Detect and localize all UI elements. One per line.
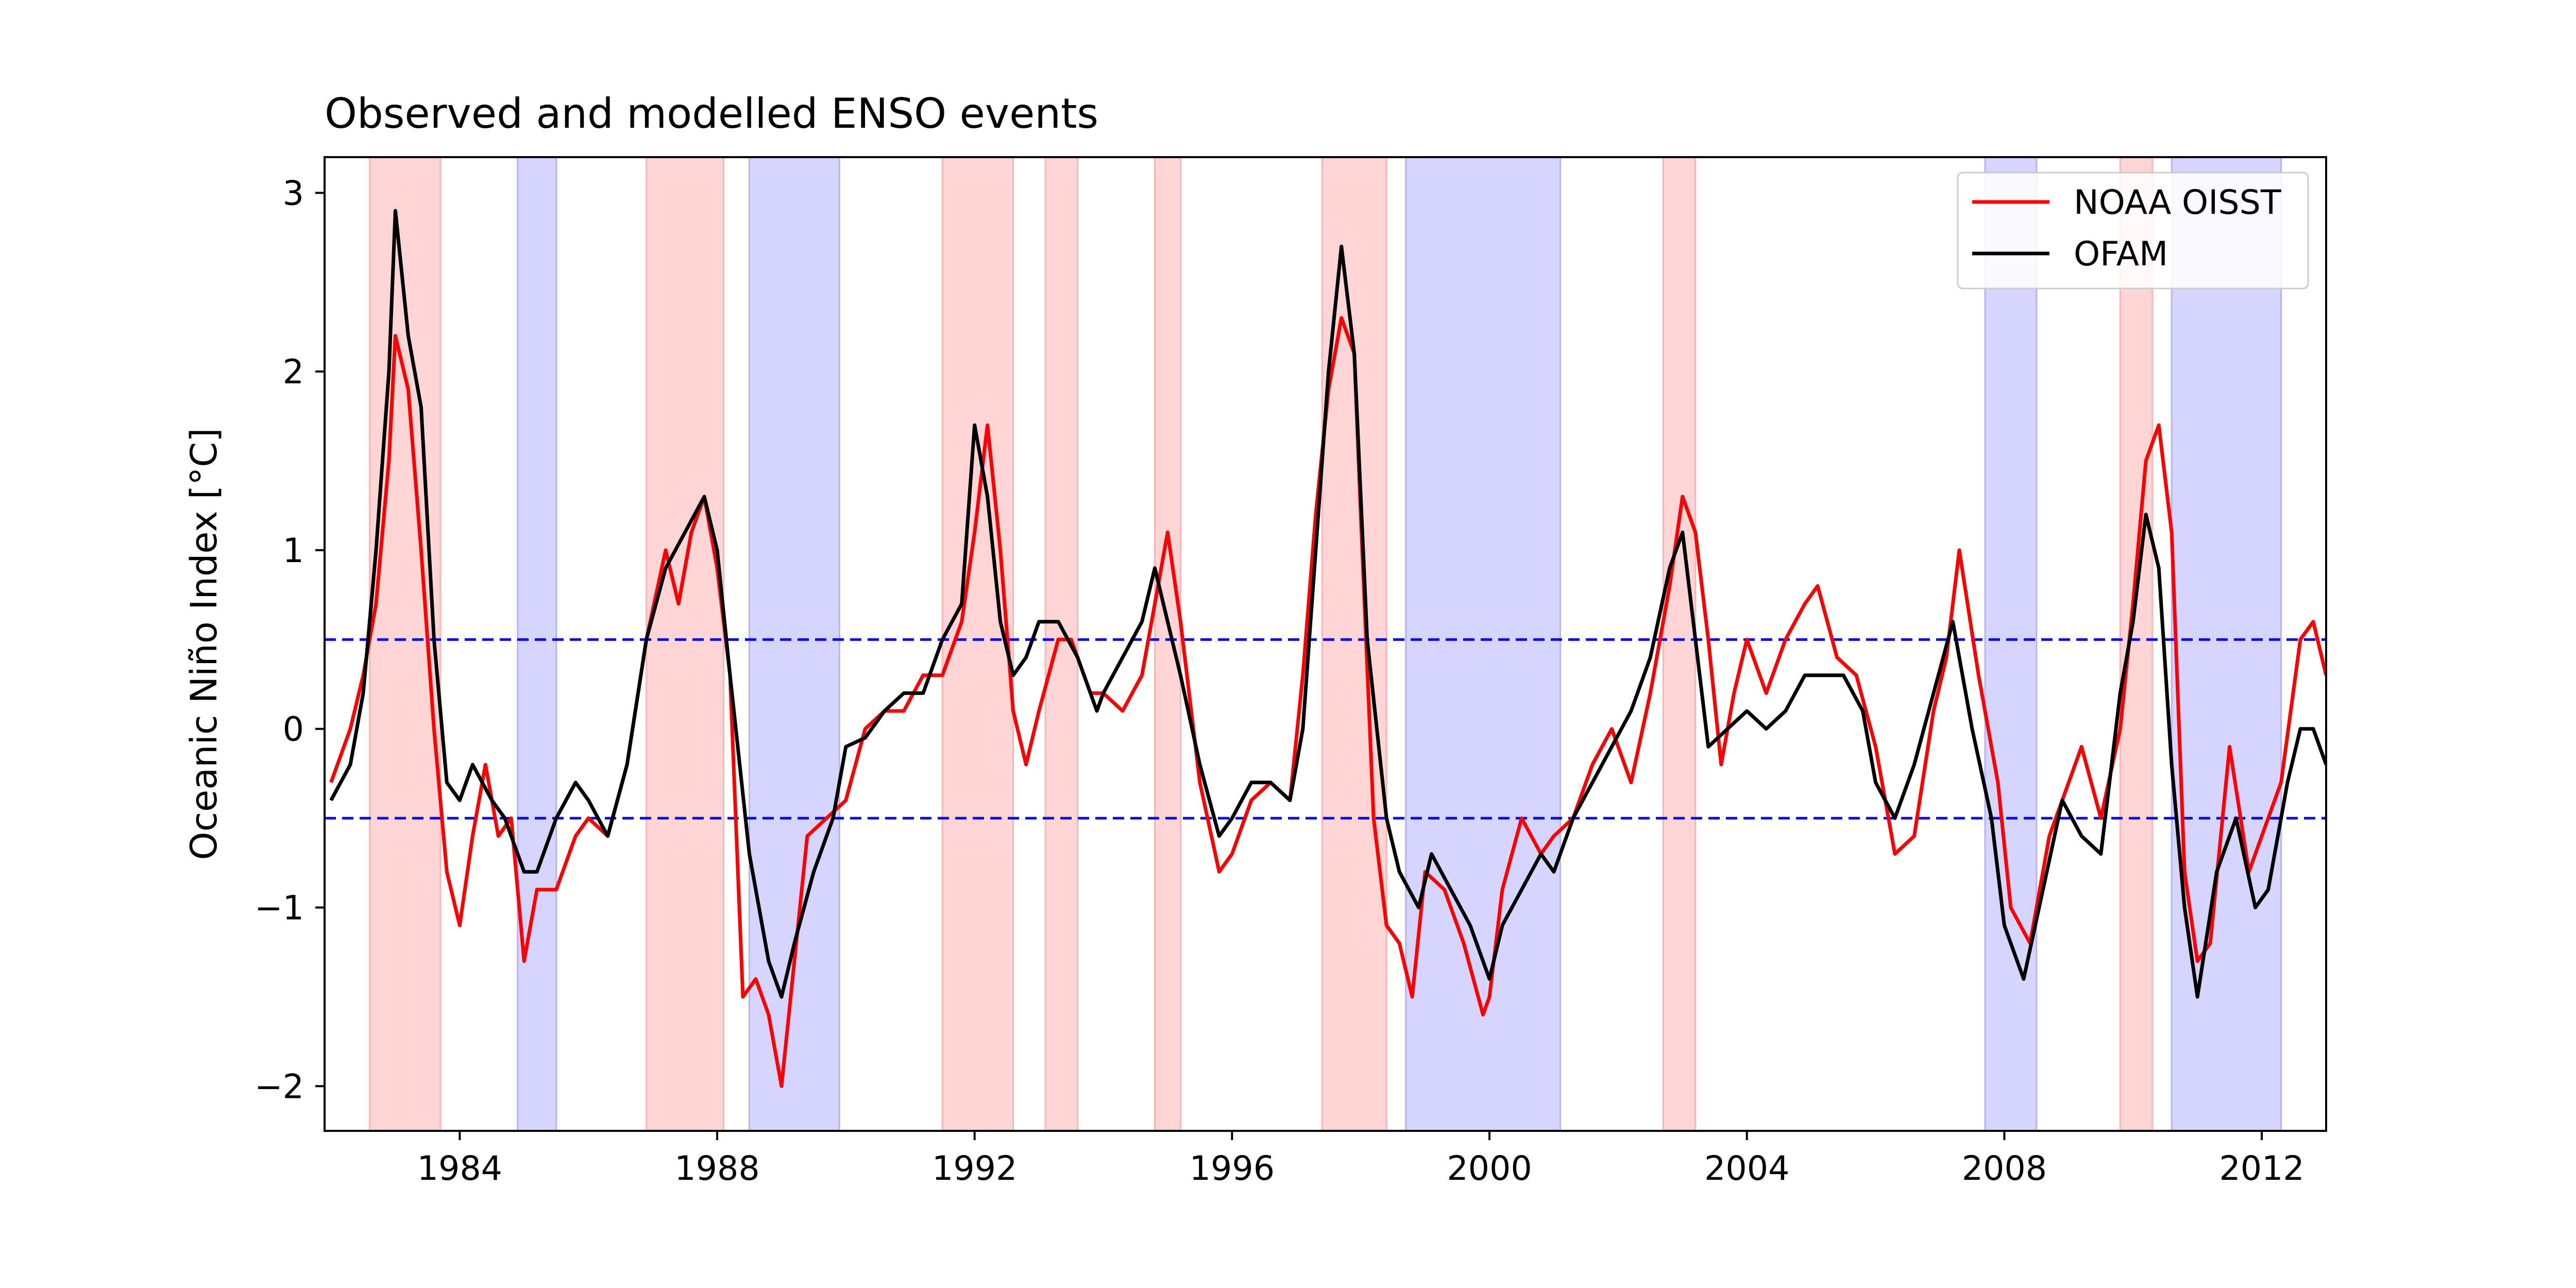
x-tick-label: 1996 <box>1190 1149 1275 1188</box>
x-tick-label: 2000 <box>1447 1149 1532 1188</box>
el-nino-band <box>1154 156 1181 1132</box>
la-nina-band <box>1405 156 1561 1132</box>
chart-title: Observed and modelled ENSO events <box>325 90 1098 138</box>
el-nino-band <box>2119 156 2154 1132</box>
y-tick-label: 2 <box>283 353 304 392</box>
y-tick-label: −2 <box>255 1067 304 1106</box>
legend-label-ofam: OFAM <box>2074 235 2168 274</box>
event-shading <box>368 156 2282 1132</box>
el-nino-band <box>1662 156 1697 1132</box>
series-line-ofam <box>329 209 2326 999</box>
la-nina-band <box>2171 156 2282 1132</box>
x-tick-label: 2004 <box>1704 1149 1789 1188</box>
el-nino-band <box>646 156 725 1132</box>
legend-label-noaa-oisst: NOAA OISST <box>2074 183 2281 222</box>
y-axis-label: Oceanic Niño Index [°C] <box>183 428 225 860</box>
x-tick-label: 2008 <box>1962 1149 2047 1188</box>
la-nina-band <box>1984 156 2038 1132</box>
la-nina-band <box>748 156 840 1132</box>
series-lines <box>329 209 2326 1088</box>
y-tick-label: −1 <box>255 889 304 928</box>
x-axis: 1984 1988 1992 1996 2000 2004 2008 2012 <box>417 1131 2304 1188</box>
legend: NOAA OISST OFAM <box>1957 172 2309 290</box>
x-tick-label: 1984 <box>417 1149 502 1188</box>
x-tick-label: 2012 <box>2219 1149 2304 1188</box>
x-tick-label: 1992 <box>932 1149 1017 1188</box>
y-tick-label: 1 <box>283 532 304 570</box>
la-nina-band <box>517 156 557 1132</box>
y-tick-label: 3 <box>283 174 304 213</box>
plot-frame <box>324 156 2327 1132</box>
y-axis: −2 −1 0 1 2 3 <box>255 174 325 1106</box>
x-tick-label: 1988 <box>674 1149 759 1188</box>
el-nino-band <box>1321 156 1387 1132</box>
y-tick-label: 0 <box>283 710 304 749</box>
